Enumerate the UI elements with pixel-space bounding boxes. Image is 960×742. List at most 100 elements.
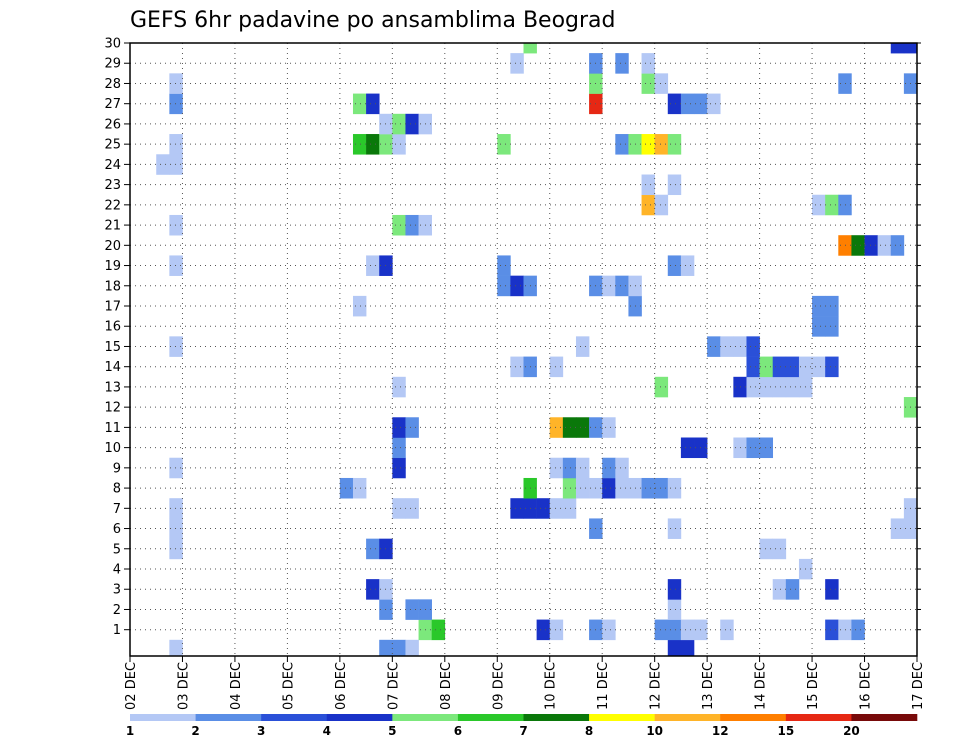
y-tick-label: 4 [113, 563, 121, 578]
colorbar-swatch [457, 714, 524, 721]
heatmap-cell [575, 477, 590, 499]
heatmap-cell [392, 214, 406, 236]
colorbar: 1 2 3 4 5 6 7 8 10 12 15 20 [126, 714, 918, 738]
heatmap-cell [812, 295, 826, 317]
heatmap-cell [746, 437, 760, 459]
x-tick-label: 15 DEC [806, 662, 821, 710]
heatmap-cell [405, 417, 419, 438]
colorbar-label: 15 [777, 724, 794, 738]
heatmap-cell [602, 619, 616, 641]
y-tick-label: 29 [104, 57, 121, 72]
y-tick-label: 19 [104, 259, 121, 274]
heatmap-cell [575, 457, 590, 479]
y-tick-label: 22 [104, 198, 121, 213]
heatmap-cell [720, 336, 734, 357]
heatmap-cell [667, 579, 682, 600]
heatmap-cell [392, 437, 406, 459]
heatmap-cell [405, 639, 419, 657]
heatmap-cell [825, 619, 839, 641]
heatmap-cell [405, 113, 419, 135]
y-tick-label: 24 [104, 158, 121, 173]
heatmap-cell [641, 134, 655, 155]
heatmap-cell [562, 457, 577, 479]
heatmap-cell [169, 93, 183, 115]
heatmap-cell [615, 457, 629, 479]
heatmap-cell [615, 134, 629, 155]
heatmap-cell [536, 619, 551, 641]
colorbar-swatch [523, 714, 590, 721]
heatmap-cell [641, 53, 655, 74]
y-tick-label: 17 [104, 300, 121, 315]
heatmap-cell [851, 235, 865, 256]
heatmap-cell [169, 518, 183, 539]
heatmap-cell [562, 498, 577, 519]
heatmap-cell [169, 498, 183, 519]
colorbar-swatch [326, 714, 393, 721]
heatmap-cell [772, 376, 787, 398]
y-tick-label: 14 [104, 360, 121, 375]
heatmap-cell [890, 235, 905, 256]
y-tick-label: 1 [113, 623, 121, 638]
colorbar-label: 10 [646, 724, 663, 738]
colorbar-label: 6 [454, 724, 462, 738]
x-tick-label: 12 DEC [649, 662, 664, 710]
heatmap-cell [392, 376, 406, 398]
heatmap-cell [680, 437, 695, 459]
heatmap-cell [785, 376, 800, 398]
heatmap-cell [392, 134, 406, 155]
heatmap-cell [169, 457, 183, 479]
heatmap-cell [667, 518, 682, 539]
heatmap-cell [667, 93, 682, 115]
heatmap-cell [352, 134, 367, 155]
heatmap-cell [746, 336, 760, 357]
heatmap-cell [615, 477, 629, 499]
y-tick-label: 9 [113, 461, 121, 476]
colorbar-swatch [589, 714, 655, 721]
heatmap-cell [510, 498, 524, 519]
y-tick-label: 26 [104, 117, 121, 132]
heatmap-cell [392, 457, 406, 479]
heatmap-cell [510, 275, 524, 297]
heatmap-cell [615, 53, 629, 74]
heatmap-cell [549, 498, 564, 519]
x-tick-label: 16 DEC [859, 662, 874, 710]
heatmap-cell [825, 579, 839, 600]
plot-frame [129, 42, 918, 657]
x-tick-label: 17 DEC [911, 662, 926, 710]
heatmap-cell [759, 376, 774, 398]
heatmap-cells [156, 43, 918, 657]
heatmap-cell [785, 356, 800, 378]
heatmap-cell [405, 599, 419, 620]
heatmap-cell [667, 599, 682, 620]
heatmap-cell [523, 43, 537, 54]
heatmap-cell [549, 457, 564, 479]
colorbar-swatch [261, 714, 328, 721]
heatmap-cell [641, 73, 655, 94]
heatmap-cell [497, 255, 511, 276]
heatmap-cell [812, 356, 826, 378]
y-tick-label: 30 [104, 37, 121, 52]
colorbar-label: 20 [843, 724, 860, 738]
colorbar-label: 8 [585, 724, 593, 738]
heatmap-cell [641, 194, 655, 216]
chart-title: GEFS 6hr padavine po ansamblima Beograd [130, 8, 616, 33]
x-tick-label: 10 DEC [544, 662, 559, 710]
x-tick-label: 09 DEC [491, 662, 506, 710]
colorbar-label: 3 [257, 724, 265, 738]
heatmap-cell [680, 619, 695, 641]
x-tick-label: 13 DEC [701, 662, 716, 710]
x-axis: 02 DEC 03 DEC 04 DEC 05 DEC 06 DEC 07 DEC 08 D… [124, 656, 926, 710]
heatmap-cell [339, 477, 354, 499]
heatmap-cell [877, 235, 892, 256]
heatmap-cell [720, 619, 734, 641]
x-tick-label: 08 DEC [439, 662, 454, 710]
x-tick-label: 02 DEC [124, 662, 139, 710]
heatmap-cell [641, 477, 655, 499]
y-tick-label: 23 [104, 178, 121, 193]
y-tick-label: 2 [113, 603, 121, 618]
colorbar-label: 2 [191, 724, 199, 738]
colorbar-label: 7 [519, 724, 527, 738]
heatmap-cell [366, 255, 380, 276]
heatmap-cell [654, 194, 669, 216]
heatmap-cell [169, 134, 183, 155]
